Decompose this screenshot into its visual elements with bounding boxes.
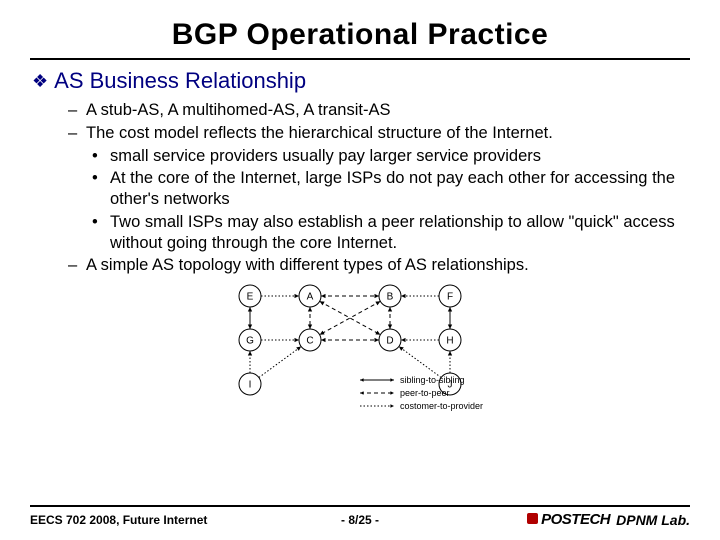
dash-icon: – (68, 255, 86, 276)
dash-icon: – (68, 123, 86, 144)
dot-icon: • (92, 168, 110, 210)
list-item: • small service providers usually pay la… (92, 146, 688, 167)
bullet-text: The cost model reflects the hierarchical… (86, 123, 553, 144)
svg-text:costomer-to-provider: costomer-to-provider (400, 401, 483, 411)
diamond-bullet-icon: ❖ (32, 68, 48, 94)
svg-text:I: I (249, 379, 252, 390)
slide-title: BGP Operational Practice (30, 18, 690, 52)
footer-page: - 8/25 - (341, 513, 379, 527)
section-heading: ❖ AS Business Relationship (32, 68, 688, 94)
svg-text:F: F (447, 291, 453, 302)
footer: EECS 702 2008, Future Internet - 8/25 - … (30, 511, 690, 528)
dash-icon: – (68, 100, 86, 121)
slide: BGP Operational Practice ❖ AS Business R… (0, 0, 720, 540)
lab-name: DPNM Lab. (616, 512, 690, 528)
footer-right: POSTECH DPNM Lab. (379, 511, 690, 528)
topology-diagram: EABFGCDHIJsibling-to-siblingpeer-to-peer… (210, 278, 510, 423)
bullet-text: Two small ISPs may also establish a peer… (110, 212, 688, 254)
list-item: – A simple AS topology with different ty… (68, 255, 688, 276)
svg-text:C: C (306, 335, 313, 346)
bullet-text: small service providers usually pay larg… (110, 146, 541, 167)
bullet-text: A simple AS topology with different type… (86, 255, 529, 276)
svg-text:sibling-to-sibling: sibling-to-sibling (400, 375, 465, 385)
svg-text:D: D (386, 335, 393, 346)
dot-icon: • (92, 212, 110, 254)
svg-text:A: A (307, 291, 314, 302)
sub-bullet-list: • small service providers usually pay la… (92, 146, 688, 254)
bullet-text: At the core of the Internet, large ISPs … (110, 168, 688, 210)
diagram-container: EABFGCDHIJsibling-to-siblingpeer-to-peer… (32, 278, 688, 423)
bullet-list: – A stub-AS, A multihomed-AS, A transit-… (68, 100, 688, 276)
list-item: • Two small ISPs may also establish a pe… (92, 212, 688, 254)
list-item: – The cost model reflects the hierarchic… (68, 123, 688, 144)
svg-text:E: E (247, 291, 254, 302)
list-item: – A stub-AS, A multihomed-AS, A transit-… (68, 100, 688, 121)
svg-text:G: G (246, 335, 254, 346)
svg-text:peer-to-peer: peer-to-peer (400, 388, 450, 398)
svg-text:H: H (446, 335, 453, 346)
postech-logo: POSTECH (527, 511, 610, 528)
divider-bottom (30, 505, 690, 507)
footer-left: EECS 702 2008, Future Internet (30, 513, 341, 527)
heading-text: AS Business Relationship (54, 68, 306, 94)
dot-icon: • (92, 146, 110, 167)
svg-text:B: B (387, 291, 394, 302)
list-item: • At the core of the Internet, large ISP… (92, 168, 688, 210)
content-area: ❖ AS Business Relationship – A stub-AS, … (30, 60, 690, 427)
bullet-text: A stub-AS, A multihomed-AS, A transit-AS (86, 100, 390, 121)
